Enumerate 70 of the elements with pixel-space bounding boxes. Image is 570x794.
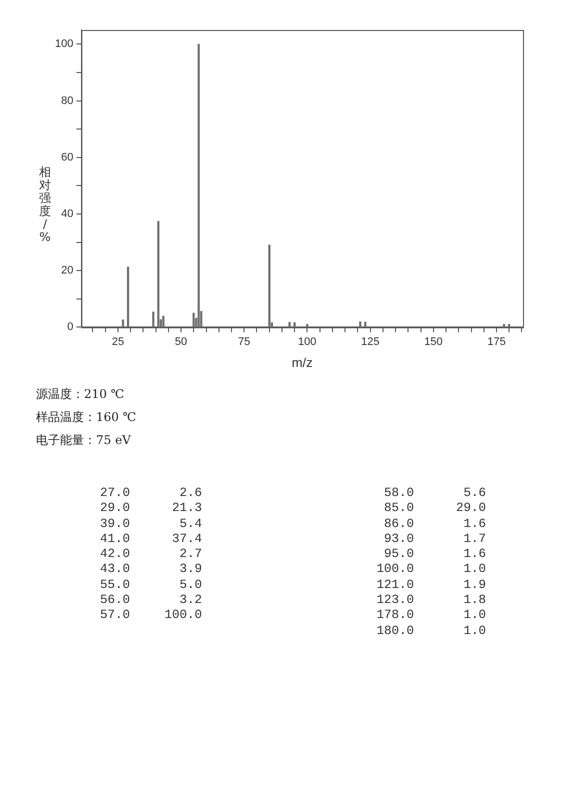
bar (364, 322, 366, 328)
text: 39.0 (98, 516, 130, 531)
text: 2.6 (178, 486, 202, 500)
bar (162, 316, 164, 328)
bar (152, 312, 154, 328)
text: 100.0 (163, 608, 202, 622)
x-tick-label: 150 (424, 336, 443, 348)
bar (359, 321, 362, 328)
x-tick-label: 50 (174, 336, 188, 348)
text: 55.0 (98, 578, 130, 592)
bar (268, 244, 270, 328)
x-tick-label: 100 (298, 336, 316, 348)
text: 29.0 (98, 501, 130, 516)
text: 27.0 (98, 486, 130, 500)
text: 21.3 (170, 501, 202, 516)
bar (306, 324, 308, 328)
text: 3.2 (178, 593, 202, 608)
y-tick-label: 20 (61, 264, 74, 277)
text: 3.9 (178, 562, 202, 576)
text: 1.8 (462, 593, 486, 608)
text: 2.7 (178, 547, 202, 562)
text: 93.0 (382, 532, 414, 546)
text: 1.6 (462, 516, 486, 531)
text: 5.6 (462, 486, 486, 500)
bar (198, 44, 200, 328)
y-tick-label: 40 (61, 208, 74, 220)
text: 41.0 (98, 532, 130, 546)
text: 121.0 (375, 578, 414, 592)
text: 电子能量：75 eV (36, 432, 132, 449)
text: 样品温度：160 ℃ (36, 409, 136, 426)
bar (192, 312, 195, 328)
bar (157, 221, 160, 328)
y-tick-label: 100 (54, 38, 74, 50)
text: 37.4 (170, 532, 202, 546)
y-tick-label: 0 (67, 321, 74, 334)
bar (502, 324, 506, 328)
text: 95.0 (382, 547, 414, 562)
text: 1.0 (462, 624, 486, 638)
text: 180.0 (375, 624, 414, 638)
x-tick-label: 25 (112, 336, 124, 348)
x-tick-label: 125 (361, 336, 380, 348)
text: 5.0 (178, 578, 202, 592)
bar (126, 266, 130, 328)
bar (508, 324, 510, 328)
bar (288, 322, 291, 328)
x-tick-label: 75 (238, 336, 250, 348)
text: 178.0 (375, 608, 414, 622)
text: 57.0 (98, 608, 130, 622)
x-tick-label: 175 (487, 336, 506, 348)
text: 42.0 (98, 547, 130, 562)
text: 1.9 (462, 578, 486, 592)
text: 123.0 (375, 593, 414, 608)
y-tick-label: 80 (61, 94, 74, 107)
text: 1.0 (462, 562, 486, 576)
bar (122, 320, 124, 328)
text: 5.4 (178, 516, 202, 531)
text: 43.0 (98, 562, 130, 576)
text: 56.0 (98, 593, 130, 608)
text: 58.0 (382, 486, 414, 500)
text: 86.0 (382, 516, 414, 531)
text: 1.0 (462, 608, 486, 622)
text: 源温度：210 ℃ (36, 386, 126, 403)
y-tick-label: 60 (61, 151, 74, 164)
text: 1.7 (462, 532, 486, 546)
text: 1.6 (462, 547, 486, 562)
text: 29.0 (454, 501, 486, 516)
y-axis-title: 相对强度/% (38, 165, 52, 244)
text: 100.0 (375, 562, 414, 576)
x-axis-title: m/z (292, 354, 313, 370)
text: 85.0 (382, 501, 414, 516)
